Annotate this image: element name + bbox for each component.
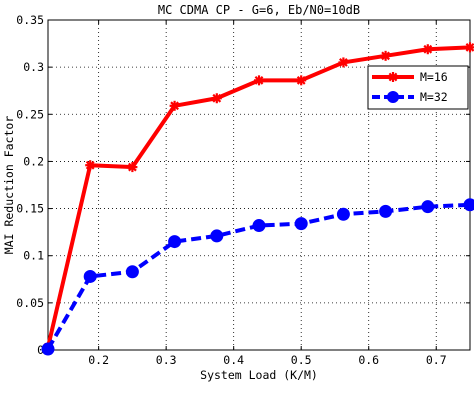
data-point xyxy=(168,235,182,249)
data-point xyxy=(41,342,55,356)
y-tick-label: 0.05 xyxy=(16,296,44,310)
x-tick-label: 0.7 xyxy=(426,353,447,367)
chart-title: MC CDMA CP - G=6, Eb/N0=10dB xyxy=(158,3,360,17)
data-point xyxy=(210,229,224,243)
y-tick-label: 0.3 xyxy=(23,60,44,74)
data-point xyxy=(465,42,474,53)
legend-item: M=32 xyxy=(372,90,448,104)
plot-frame xyxy=(47,19,471,351)
x-axis-label: System Load (K/M) xyxy=(200,368,318,382)
y-tick-label: 0.1 xyxy=(23,249,44,263)
y-axis-label: MAI Reduction Factor xyxy=(2,116,16,255)
y-tick-label: 0 xyxy=(37,343,44,357)
legend-marker xyxy=(387,91,399,103)
y-tick-label: 0.2 xyxy=(23,154,44,168)
data-point xyxy=(85,160,96,171)
x-tick-label: 0.5 xyxy=(291,353,312,367)
legend-marker xyxy=(388,72,398,82)
y-tick-label: 0.35 xyxy=(16,13,44,27)
data-point xyxy=(83,269,97,283)
x-tick-label: 0.2 xyxy=(88,353,109,367)
data-point xyxy=(211,93,222,104)
y-tick-label: 0.25 xyxy=(16,107,44,121)
data-point xyxy=(379,204,393,218)
legend-item: M=16 xyxy=(372,70,448,84)
data-point xyxy=(421,200,435,214)
data-point xyxy=(338,57,349,68)
data-point xyxy=(125,265,139,279)
data-point xyxy=(252,219,266,233)
data-point xyxy=(127,162,138,173)
data-point xyxy=(254,75,264,86)
legend-box xyxy=(367,65,469,110)
y-tick-label: 0.15 xyxy=(16,202,44,216)
series-2 xyxy=(41,198,474,356)
data-point xyxy=(380,50,391,61)
data-point xyxy=(463,198,474,212)
axis-ticks: 0.2 0.3 0.4 0.5 0.6 0.7 0 0.05 0.1 0.15 0.2 0.25 0.3… xyxy=(16,13,470,367)
data-point xyxy=(169,100,180,111)
legend-label: M=16 xyxy=(420,70,448,84)
data-point xyxy=(294,217,308,231)
series-layer xyxy=(41,42,474,356)
x-tick-label: 0.3 xyxy=(156,353,177,367)
x-tick-label: 0.4 xyxy=(223,353,244,367)
data-point xyxy=(422,44,433,55)
legend: M=16 M=32 xyxy=(367,65,469,110)
data-point xyxy=(296,75,307,86)
series-1 xyxy=(43,42,474,353)
data-point xyxy=(336,207,350,221)
x-tick-label: 0.6 xyxy=(358,353,379,367)
legend-label: M=32 xyxy=(420,90,448,104)
